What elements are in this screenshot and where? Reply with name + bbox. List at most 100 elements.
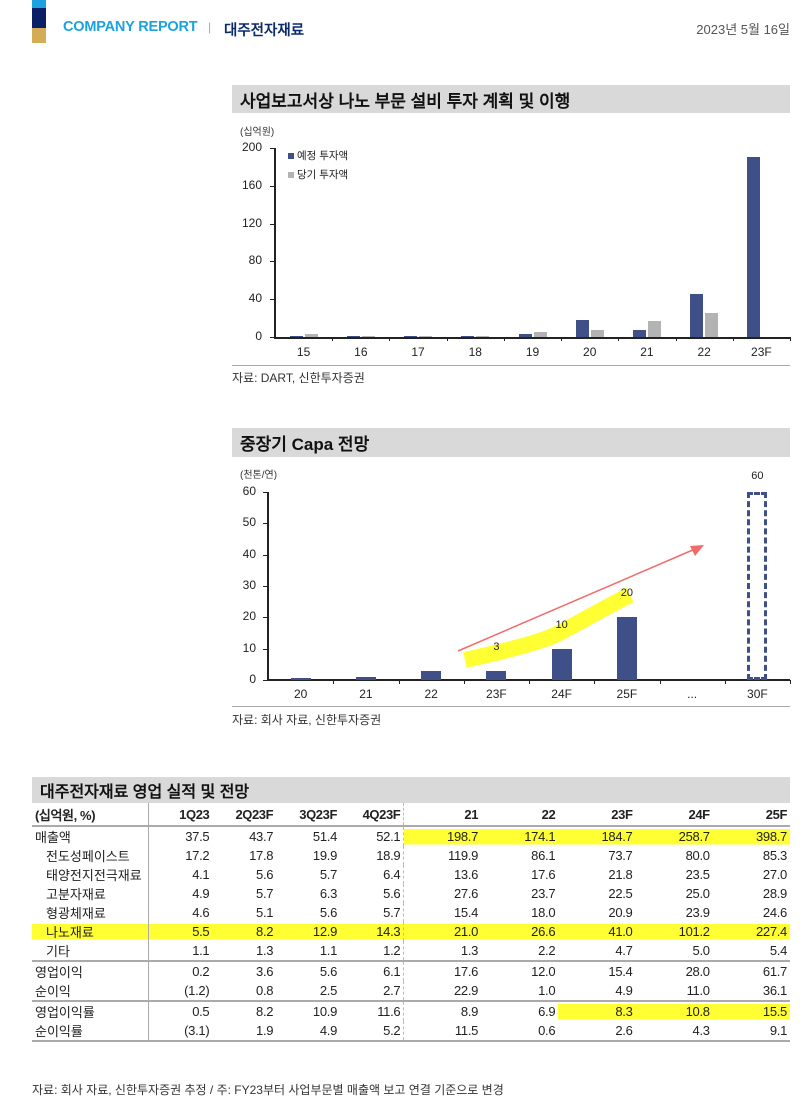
chart1-x-label: 18 [468,345,482,359]
cell-value: 184.7 [558,826,636,846]
chart2-x-axis [267,679,790,681]
chart2-y-tick-label: 60 [242,484,256,498]
row-label: 순이익률 [32,1021,150,1042]
cell-value: 18.9 [340,846,405,865]
chart2-x-tick-mark [333,680,335,684]
cell-value: 26.6 [481,922,559,941]
chart2-data-label: 60 [751,470,764,482]
cell-value: 24.6 [762,905,787,920]
chart1-x-tick-mark [446,337,448,341]
chart1-bar-actual [476,335,490,337]
chart1-bar-actual [361,335,375,337]
chart1-x-label: 16 [354,345,368,359]
chart2-source: 자료: 회사 자료, 신한투자증권 [232,713,382,727]
cell-value: 4.1 [192,867,210,882]
chart1-bar-actual [705,313,719,337]
table-row: 태양전지전극재료 4.1 5.6 5.7 6.4 13.6 17.6 21.8 23.5 27.0 [32,865,790,884]
chart1-bar-actual [590,330,604,337]
cell-value: 1.1 [192,943,210,958]
cell-value: 227.4 [712,922,790,941]
chart2-x-label: 23F [486,687,507,701]
chart1-x-tick-mark [332,337,334,341]
chart2-x-tick-mark [398,680,400,684]
trend-arrow-head [690,545,704,556]
table-row: 영업이익률 0.5 8.2 10.9 11.6 8.9 6.9 8.3 10.8 15.5 [32,1000,790,1021]
chart1-bar-actual [647,320,661,337]
cell-value: 2.2 [538,943,556,958]
chart1-x-label: 20 [583,345,597,359]
cell-value: 101.2 [635,922,713,941]
report-type-label: COMPANY REPORT [63,19,198,35]
chart1-bar-actual [304,334,318,337]
cell-value: 5.7 [256,886,274,901]
chart1-title: 사업보고서상 나노 부문 설비 투자 계획 및 이행 [232,85,790,113]
chart1-x-label: 19 [525,345,540,359]
trend-arrow-line [457,548,696,652]
cell-value: 1.3 [256,943,274,958]
cell-value: 25.0 [685,886,710,901]
table-row: 기타 1.1 1.3 1.1 1.2 1.3 2.2 4.7 5.0 5.4 [32,941,790,961]
table-header-row: (십억원, %) 1Q23 2Q23F 3Q23F 4Q23F 21 22 23F 24F 25F [32,803,790,827]
cell-value: 198.7 [403,826,482,846]
chart2-data-label: 20 [620,587,633,600]
row-label: 형광체재료 [32,903,150,922]
chart1-bar-actual [533,332,547,337]
chart1-x-tick-mark [675,337,677,341]
cell-value: 13.6 [453,867,479,882]
chart2-y-tick-mark [263,492,268,493]
table-row: 순이익률 (3.1) 1.9 4.9 5.2 11.5 0.6 2.6 4.3 9.1 [32,1021,790,1042]
table-column-header: 1Q23 [148,803,213,827]
cell-value: 18.0 [531,905,556,920]
chart1-y-tick-label: 40 [248,291,262,306]
table-column-header: 21 [403,803,482,827]
cell-value: 0.2 [148,960,213,981]
cell-value: 4.7 [615,943,633,958]
chart1-bar-planned [690,293,704,337]
table-row: 영업이익 0.2 3.6 5.6 6.1 17.6 12.0 15.4 28.0 61.7 [32,960,790,981]
cell-value: 73.7 [608,848,633,863]
chart2-bar [355,676,376,680]
chart2-source-divider [232,706,790,707]
chart2-x-label: 25F [616,687,638,701]
cell-value: 12.0 [481,960,559,981]
chart2-y-tick-mark [263,586,268,587]
chart2-y-tick-label: 30 [242,578,256,592]
chart1-x-tick-mark [790,337,791,341]
cell-value: 5.2 [340,1021,405,1042]
chart1-x-label: 22 [697,345,711,359]
chart1-x-label: 17 [411,345,425,359]
cell-value: 258.7 [635,826,713,846]
cell-value: 19.9 [312,848,338,863]
cell-value: 11.0 [686,983,710,998]
chart2-data-label: 10 [555,618,568,631]
cell-value: 27.6 [453,886,479,901]
report-date: 2023년 5월 16일 [696,22,790,37]
legend-planned: 예정 투자액 [288,148,348,163]
cell-value: 6.1 [340,960,405,981]
chart1-unit: (십억원) [240,127,275,138]
table-column-header: 3Q23F [276,803,341,827]
cell-value: 17.2 [185,848,210,863]
chart2-y-tick-mark [263,617,268,619]
chart2-bar [616,617,637,680]
logo-bar-top [32,0,46,8]
table-title: 대주전자재료 영업 실적 및 전망 [32,777,790,803]
legend-planned-label: 예정 투자액 [297,150,349,162]
cell-value: 10.9 [276,1000,341,1021]
chart2-data-label: 3 [493,640,500,653]
cell-value: 1.2 [340,941,405,961]
chart2-x-tick-mark [463,680,465,684]
cell-value: 28.0 [635,960,713,981]
row-label: 나노재료 [32,922,150,941]
cell-value: 4.9 [276,1021,341,1042]
chart1-bar-planned [346,335,360,337]
chart1-y-axis [274,148,276,338]
table-row: 전도성페이스트 17.2 17.8 19.9 18.9 119.9 86.1 73.7 80.0… [32,846,790,865]
chart1-bar-planned [747,156,761,337]
cell-value: 41.0 [558,922,636,941]
table-column-header: 4Q23F [340,803,405,827]
cell-value: 5.5 [148,922,213,941]
cell-value: 21.0 [403,922,482,941]
table-row: 매출액 37.5 43.7 51.4 52.1 198.7 174.1 184.7 258.7 3… [32,826,790,846]
